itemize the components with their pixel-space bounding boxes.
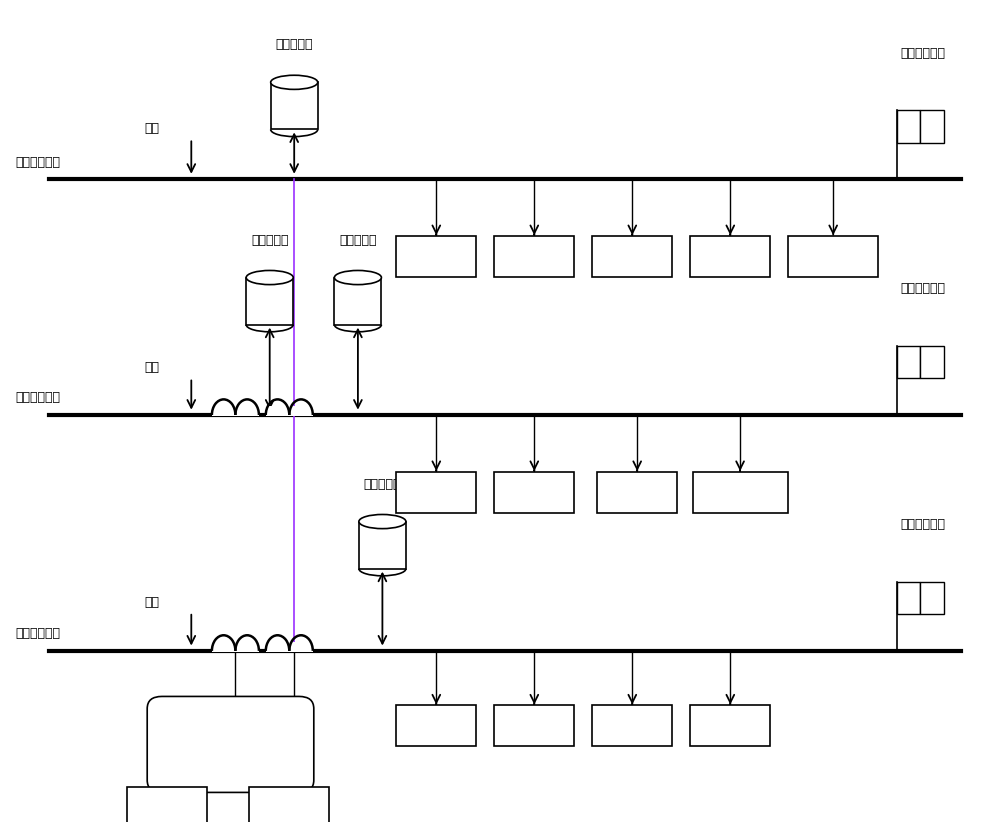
Text: 转炉煤气管网: 转炉煤气管网 [15,627,60,640]
FancyBboxPatch shape [897,346,920,378]
Text: 焦炉煤气柜: 焦炉煤气柜 [275,38,313,51]
FancyBboxPatch shape [897,582,920,614]
FancyBboxPatch shape [212,642,259,652]
FancyBboxPatch shape [920,110,944,143]
FancyBboxPatch shape [920,582,944,614]
Text: 民用煤气: 民用煤气 [818,250,848,263]
Text: 炼铁厂: 炼铁厂 [523,720,546,732]
Text: 热轧厂: 热轧厂 [626,486,648,499]
FancyBboxPatch shape [597,472,677,513]
Text: 焦炉: 焦炉 [145,122,160,135]
FancyBboxPatch shape [494,236,574,276]
FancyBboxPatch shape [396,706,476,746]
Polygon shape [359,521,406,569]
Text: 焦炉煤气放散: 焦炉煤气放散 [901,46,946,60]
Text: 热电厂: 热电厂 [278,801,301,813]
Text: 焦炉煤气管网: 焦炉煤气管网 [15,155,60,168]
Text: 高炉煤气管网: 高炉煤气管网 [15,392,60,404]
Text: 焦化厂: 焦化厂 [425,250,448,263]
FancyBboxPatch shape [592,236,672,276]
Text: 烧结厂: 烧结厂 [425,720,448,732]
Polygon shape [246,277,293,325]
Text: 转炉: 转炉 [145,596,160,608]
FancyBboxPatch shape [396,472,476,513]
FancyBboxPatch shape [494,706,574,746]
FancyBboxPatch shape [266,642,313,652]
Text: 连铸厂: 连铸厂 [719,720,742,732]
Text: 冷轧厂: 冷轧厂 [156,801,178,813]
FancyBboxPatch shape [690,706,770,746]
Text: 高炉煤气放散: 高炉煤气放散 [901,282,946,295]
Text: 宽厚板厂: 宽厚板厂 [725,486,755,499]
Text: 炼铁厂: 炼铁厂 [523,250,546,263]
Text: 炼钢厂: 炼钢厂 [621,720,644,732]
FancyBboxPatch shape [249,787,329,828]
Text: 炼钢厂: 炼钢厂 [621,250,644,263]
Ellipse shape [246,271,293,285]
Ellipse shape [334,271,381,285]
FancyBboxPatch shape [920,346,944,378]
FancyBboxPatch shape [127,787,207,828]
Text: 高炉: 高炉 [145,361,160,374]
Text: 焦化厂: 焦化厂 [425,486,448,499]
FancyBboxPatch shape [147,696,314,793]
Ellipse shape [271,76,318,90]
FancyBboxPatch shape [212,406,259,416]
Text: 高炉煤气柜: 高炉煤气柜 [251,233,288,247]
FancyBboxPatch shape [693,472,788,513]
Text: 转炉煤气放散: 转炉煤气放散 [901,518,946,531]
Text: 炼铁厂: 炼铁厂 [523,486,546,499]
FancyBboxPatch shape [396,236,476,276]
Text: 热电厂: 热电厂 [719,250,742,263]
FancyBboxPatch shape [494,472,574,513]
Text: 转炉煤气柜: 转炉煤气柜 [364,477,401,491]
Polygon shape [271,82,318,129]
FancyBboxPatch shape [897,110,920,143]
Text: 高焦煤气
混合站: 高焦煤气 混合站 [216,730,246,759]
FancyBboxPatch shape [266,406,313,416]
FancyBboxPatch shape [788,236,878,276]
Ellipse shape [359,515,406,529]
Text: 高炉煤气柜: 高炉煤气柜 [339,233,377,247]
FancyBboxPatch shape [690,236,770,276]
Polygon shape [334,277,381,325]
FancyBboxPatch shape [592,706,672,746]
